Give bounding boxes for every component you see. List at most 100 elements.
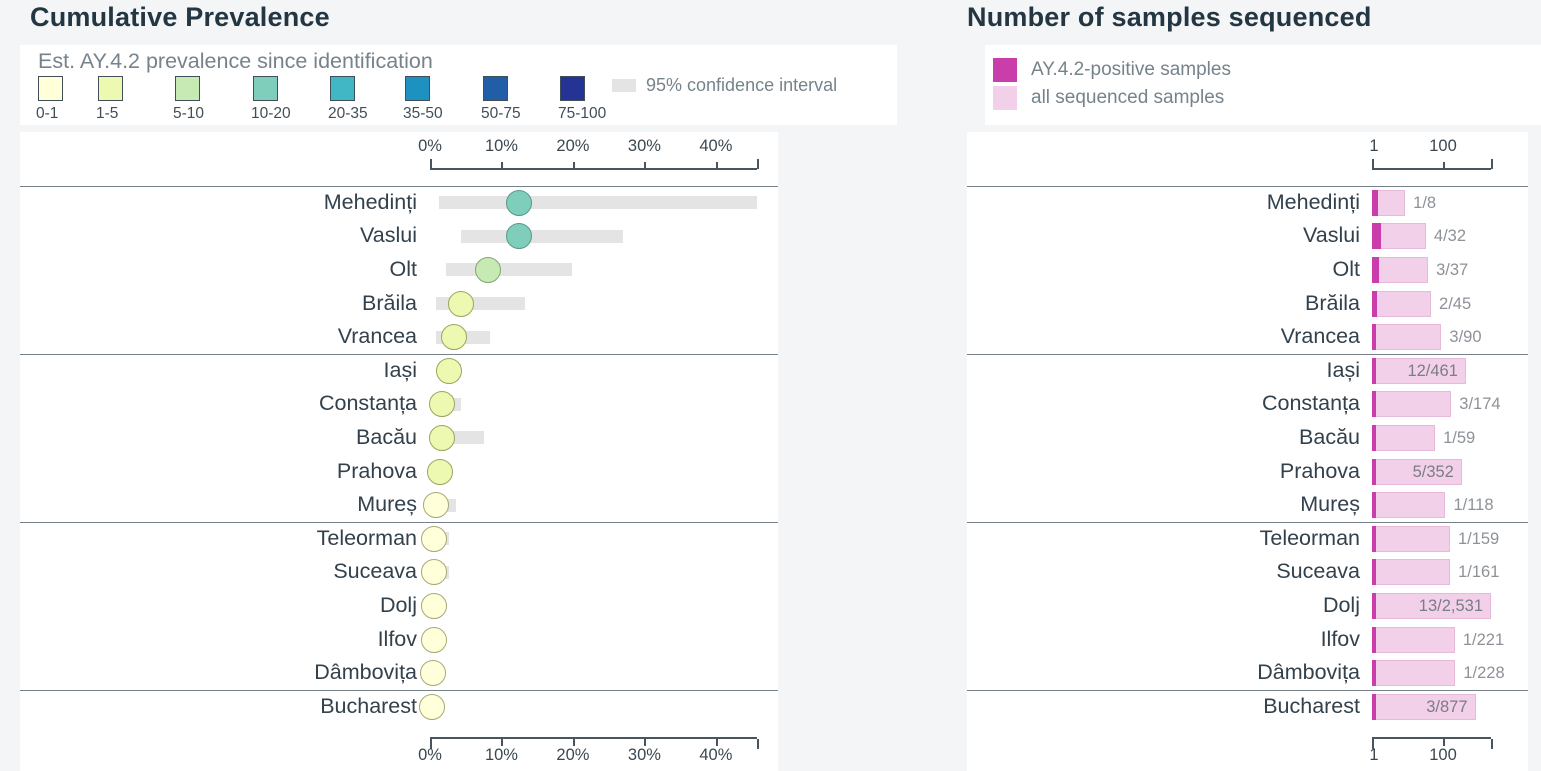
- prevalence-row: Olt: [20, 253, 778, 287]
- region-label: Ilfov: [377, 626, 417, 651]
- prevalence-dot: [421, 559, 448, 586]
- region-label: Suceava: [333, 559, 417, 584]
- prevalence-legend-title: Est. AY.4.2 prevalence since identificat…: [38, 49, 433, 73]
- samples-row: Vrancea 3/90: [967, 320, 1528, 354]
- prevalence-row: Iași: [20, 354, 778, 388]
- total-samples-bar: [1372, 492, 1446, 519]
- axis-tick: [644, 162, 647, 169]
- axis-end-cap: [1491, 739, 1493, 749]
- color-band-label: 0-1: [36, 105, 59, 122]
- total-samples-bar: [1372, 324, 1442, 351]
- color-band-item: 1-5: [96, 76, 123, 122]
- color-band-label: 5-10: [173, 105, 205, 122]
- sample-count-label: 12/461: [1407, 361, 1458, 380]
- samples-panel-title: Number of samples sequenced: [967, 2, 1372, 32]
- region-label: Mureș: [357, 492, 417, 517]
- color-band-label: 50-75: [481, 105, 521, 122]
- sample-count-label: 3/90: [1449, 328, 1482, 347]
- samples-row: Mureș 1/118: [967, 488, 1528, 522]
- samples-row: Brăila 2/45: [967, 287, 1528, 321]
- sample-count-label: 1/161: [1458, 563, 1500, 582]
- samples-row: Dâmbovița 1/228: [967, 656, 1528, 690]
- samples-row: Mehedinți 1/8: [967, 186, 1528, 220]
- total-samples-bar: [1372, 223, 1426, 250]
- prevalence-dot: [429, 391, 456, 418]
- axis-tick: [572, 739, 575, 746]
- axis-end-cap: [430, 159, 432, 169]
- axis-tick-label: 100: [1429, 746, 1457, 764]
- prevalence-row: Dolj: [20, 589, 778, 623]
- region-label: Brăila: [362, 290, 417, 315]
- group-separator-line: [967, 690, 1528, 691]
- axis-line: [1372, 737, 1491, 739]
- color-band-swatch: [405, 76, 430, 101]
- color-band-label: 35-50: [403, 105, 443, 122]
- prevalence-dot: [419, 693, 446, 720]
- positive-samples-bar: [1372, 525, 1376, 552]
- axis-tick: [715, 162, 718, 169]
- confidence-interval-swatch: [612, 79, 636, 92]
- color-band-item: 20-35: [328, 76, 368, 122]
- region-label: Mehedinți: [1266, 189, 1360, 214]
- axis-end-cap: [757, 739, 759, 749]
- prevalence-row: Vaslui: [20, 220, 778, 254]
- sample-count-label: 13/2,531: [1418, 596, 1483, 615]
- axis-line: [430, 737, 757, 739]
- confidence-interval-legend: 95% confidence interval: [612, 75, 837, 96]
- region-label: Vaslui: [360, 223, 417, 248]
- all-samples-label: all sequenced samples: [1031, 87, 1225, 108]
- axis-tick-label: 10%: [484, 137, 518, 155]
- axis-tick: [501, 162, 504, 169]
- total-samples-bar: [1372, 660, 1456, 687]
- sample-count-label: 2/45: [1439, 294, 1472, 313]
- axis-tick: [715, 739, 718, 746]
- region-label: Vaslui: [1303, 223, 1360, 248]
- region-label: Ilfov: [1320, 626, 1360, 651]
- positive-samples-swatch: [993, 58, 1017, 82]
- color-band-swatch: [330, 76, 355, 101]
- total-samples-bar: [1372, 424, 1436, 451]
- region-label: Bucharest: [320, 693, 417, 718]
- color-band-swatch: [38, 76, 63, 101]
- total-samples-bar: [1372, 290, 1432, 317]
- color-band-swatch: [483, 76, 508, 101]
- prevalence-dot: [429, 424, 456, 451]
- prevalence-dot: [448, 290, 475, 317]
- color-band-label: 20-35: [328, 105, 368, 122]
- prevalence-row: Mehedinți: [20, 186, 778, 220]
- region-label: Prahova: [1279, 458, 1360, 483]
- prevalence-dot: [421, 525, 448, 552]
- prevalence-chart: 0% 10% 20% 30% 40% 0% 10% 20% 30% 40% Mehedinți Vas…: [20, 132, 778, 771]
- group-separator-line: [20, 354, 778, 355]
- region-label: Mureș: [1300, 492, 1360, 517]
- samples-chart: 1 100 1 100 Mehedinți 1/8 Vaslui 4/32 Olt 3/37 Bră…: [967, 132, 1528, 771]
- axis-tick: [501, 739, 504, 746]
- axis-tick-label: 20%: [556, 746, 590, 764]
- total-samples-bar: [1372, 357, 1466, 384]
- confidence-interval-label: 95% confidence interval: [646, 75, 838, 95]
- positive-samples-bar: [1372, 256, 1379, 283]
- positive-samples-bar: [1372, 290, 1377, 317]
- region-label: Bacău: [1299, 424, 1360, 449]
- total-samples-bar: [1372, 391, 1452, 418]
- region-label: Dâmbovița: [314, 660, 417, 685]
- prevalence-row: Constanța: [20, 388, 778, 422]
- color-band-item: 50-75: [481, 76, 521, 122]
- sample-count-label: 5/352: [1412, 462, 1454, 481]
- region-label: Bacău: [356, 424, 417, 449]
- region-label: Prahova: [336, 458, 417, 483]
- region-label: Bucharest: [1263, 693, 1360, 718]
- group-separator-line: [20, 522, 778, 523]
- prevalence-dot: [506, 223, 533, 250]
- prevalence-row: Prahova: [20, 455, 778, 489]
- prevalence-row: Bucharest: [20, 690, 778, 724]
- axis-tick-label: 40%: [699, 137, 733, 155]
- color-band-swatch: [175, 76, 200, 101]
- confidence-interval-band: [446, 263, 572, 277]
- color-band-item: 10-20: [251, 76, 291, 122]
- positive-samples-bar: [1372, 693, 1376, 720]
- prevalence-dot: [474, 256, 501, 283]
- region-label: Dolj: [1322, 592, 1360, 617]
- confidence-interval-band: [438, 196, 757, 210]
